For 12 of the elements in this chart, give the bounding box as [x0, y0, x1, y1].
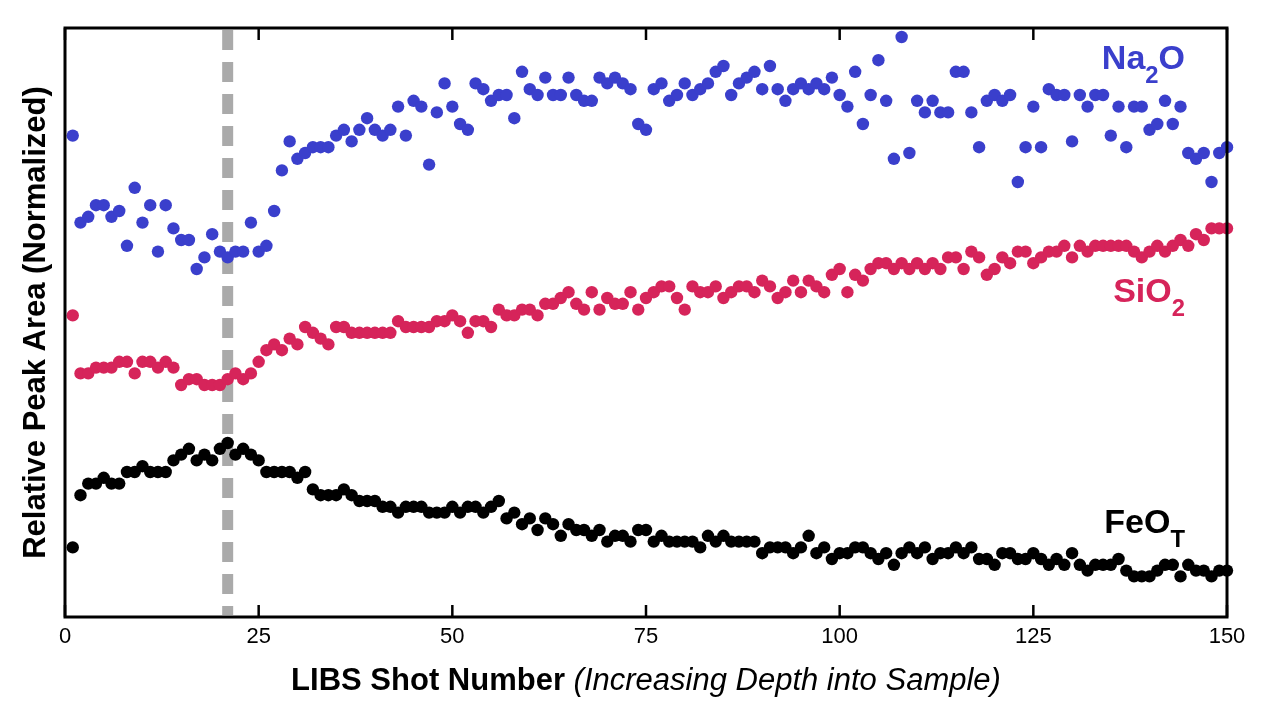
series-label: Na$_{2}$O: [1101, 38, 1185, 88]
series-label: FeO$_{T}$: [1104, 501, 1186, 552]
x-tick-label: 75: [633, 623, 659, 648]
x-tick-label: 0: [58, 623, 72, 648]
series-label: SiO$_{2}$: [1113, 271, 1185, 321]
x-tick-label: 25: [246, 623, 271, 648]
x-tick-label: 100: [821, 623, 859, 648]
x-axis-title: LIBS Shot Number (Increasing Depth into Sample): [291, 662, 1001, 697]
x-tick-label: 50: [440, 623, 465, 648]
y-axis-title: Relative Peak Area (Normalized): [17, 86, 52, 559]
x-tick-label: 150: [1208, 623, 1246, 648]
x-tick-label: 125: [1014, 623, 1052, 648]
